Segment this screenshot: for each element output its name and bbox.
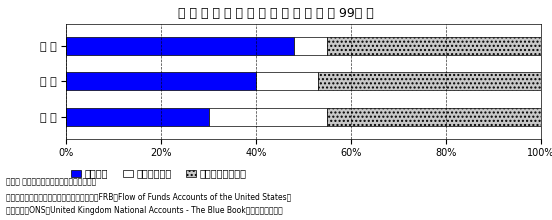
Bar bbox=[327, 37, 541, 55]
Bar bbox=[66, 108, 209, 126]
Bar bbox=[294, 37, 327, 55]
Text: （注） 対家計民間非営利団体の計数を含む: （注） 対家計民間非営利団体の計数を含む bbox=[6, 177, 95, 186]
Bar bbox=[209, 108, 327, 126]
Bar bbox=[318, 72, 541, 90]
Text: 英国ONS『United Kingdom National Accounts - The Blue Book』に基づいて作成: 英国ONS『United Kingdom National Accounts -… bbox=[6, 206, 282, 215]
Bar bbox=[256, 72, 318, 90]
Bar bbox=[327, 108, 541, 126]
Text: （資料）内閣府「国民経済計算年報」、米国FRB『Flow of Funds Accounts of the United States』: （資料）内閣府「国民経済計算年報」、米国FRB『Flow of Funds Ac… bbox=[6, 192, 291, 202]
Legend: 実物資産, 株式・出資金, その他の金融資産: 実物資産, 株式・出資金, その他の金融資産 bbox=[71, 169, 247, 179]
Bar bbox=[66, 72, 256, 90]
Bar bbox=[66, 37, 294, 55]
Text: 家 計 部 門 の 総 資 産 残 高 の 内 訳 （ 99年 ）: 家 計 部 門 の 総 資 産 残 高 の 内 訳 （ 99年 ） bbox=[178, 7, 374, 20]
